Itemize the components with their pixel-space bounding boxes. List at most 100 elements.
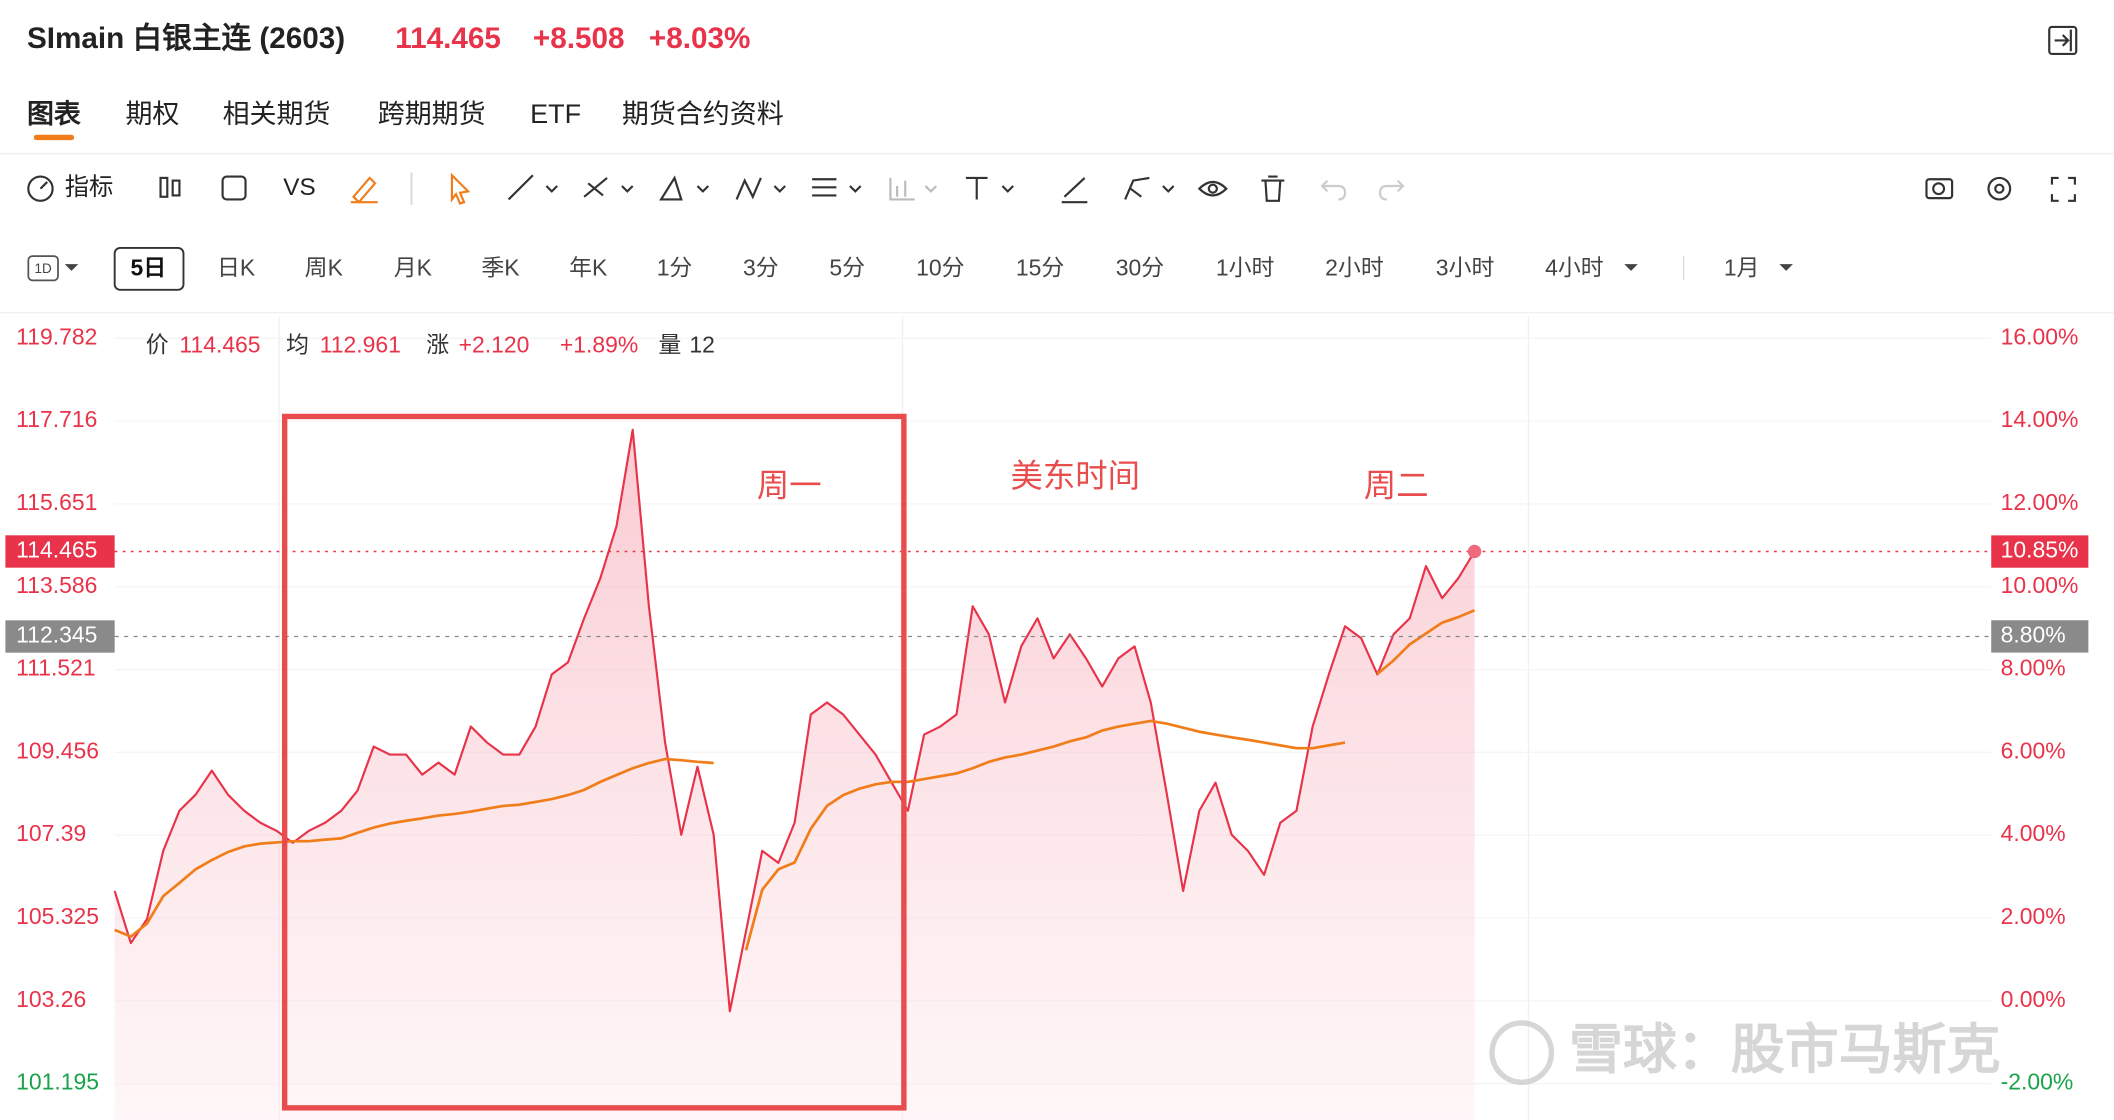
dropdown — [696, 185, 710, 193]
ui-texts: SImain 白银主连 (2603) 114.465 +8.508 +8.03% 图表 期… — [27, 22, 2001, 1085]
period[interactable]: 5分 — [829, 255, 865, 281]
period[interactable]: 15分 — [1016, 255, 1064, 281]
y2-tick-label: 2.00% — [2001, 903, 2066, 929]
period[interactable]: 1小时 — [1216, 255, 1275, 281]
title: SImain 白银主连 (2603) — [27, 22, 345, 55]
y2-tick-label: 10.00% — [2001, 572, 2079, 598]
watermark-logo — [1489, 1020, 1555, 1085]
dropdown — [1001, 185, 1014, 193]
toolbar-icons — [27, 172, 2076, 205]
info-volume: 12 — [689, 331, 714, 357]
dropdown — [545, 185, 558, 193]
tab[interactable]: 图表 — [27, 99, 81, 129]
info-change-label: 涨 — [426, 331, 449, 357]
price-tag-pct-label: 10.85% — [2001, 537, 2079, 563]
camera-icon[interactable] — [1925, 178, 1954, 200]
tab[interactable]: 跨期期货 — [378, 99, 486, 129]
y2-tick-label: 14.00% — [2001, 406, 2079, 432]
settings-core — [1994, 183, 2005, 194]
period[interactable]: 4小时 — [1545, 255, 1604, 281]
magnet-tool[interactable] — [1061, 177, 1088, 204]
period-box — [27, 255, 59, 282]
y2-tick-label: 8.00% — [2001, 655, 2066, 681]
text-tool[interactable] — [965, 176, 988, 200]
candle-icon-2 — [171, 179, 181, 197]
price-tag — [5, 535, 115, 568]
y-tick-label: 109.456 — [16, 737, 99, 763]
y-tick-label: 115.651 — [16, 489, 97, 515]
chart: 101.195 103.26 105.325 107.39 109.456 111.521… — [5, 316, 2089, 1120]
fullscreen-icon[interactable] — [2050, 176, 2076, 202]
collapse-icon[interactable] — [2048, 25, 2078, 55]
annotation: 周二 — [1364, 467, 1429, 503]
info-change: +2.120 — [459, 331, 530, 357]
y-tick-label: 119.782 — [16, 323, 97, 349]
info-change-pct: +1.89% — [560, 331, 638, 357]
eye-icon[interactable] — [1197, 180, 1228, 197]
y-tick-label: 105.325 — [16, 903, 99, 929]
info-avg: 112.961 — [320, 331, 401, 357]
redo-icon[interactable] — [1379, 179, 1405, 201]
period[interactable]: 3分 — [743, 255, 779, 281]
period[interactable]: 2小时 — [1325, 255, 1384, 281]
period[interactable]: 周K — [305, 255, 344, 281]
dropdown — [849, 185, 862, 193]
y2-tick-label: -2.00% — [2001, 1069, 2074, 1095]
trash-icon[interactable] — [1261, 175, 1285, 202]
undo-icon[interactable] — [1320, 179, 1347, 201]
period[interactable]: 30分 — [1116, 255, 1164, 281]
indicator-icon[interactable] — [27, 175, 54, 202]
settings-icon[interactable] — [1987, 176, 2012, 201]
period[interactable]: 日K — [217, 255, 256, 281]
period[interactable]: 3小时 — [1436, 255, 1495, 281]
ref-tag-pct — [1991, 620, 2089, 653]
period[interactable]: 月K — [394, 255, 433, 281]
y2-tick-label: 0.00% — [2001, 986, 2066, 1012]
tab[interactable]: 相关期货 — [223, 99, 331, 129]
watermark: 雪球：股市马斯克 — [1569, 1020, 2001, 1080]
period[interactable]: 1月 — [1724, 255, 1760, 281]
tab[interactable]: 期权 — [125, 99, 179, 129]
measure-tool[interactable] — [889, 177, 915, 201]
ref-tag-label: 112.345 — [16, 622, 97, 648]
price-line — [113, 428, 1476, 1013]
y-tick-label: 111.521 — [16, 655, 95, 681]
indicator-label[interactable]: 指标 — [65, 174, 114, 201]
change: +8.508 — [533, 22, 625, 55]
tab[interactable]: ETF — [530, 99, 581, 129]
candle-icon[interactable] — [159, 176, 169, 198]
chart-type-icon[interactable] — [221, 175, 247, 201]
compare-label[interactable]: VS — [283, 174, 315, 201]
collapse-arrow — [2054, 29, 2072, 52]
period[interactable]: 5日 — [131, 255, 167, 281]
period[interactable]: 年K — [569, 255, 608, 281]
period[interactable]: 1D — [35, 261, 52, 276]
price-tag-pct — [1991, 535, 2089, 568]
info-price-label: 价 — [146, 331, 169, 357]
ref-tag — [5, 620, 115, 653]
cursor-icon[interactable] — [450, 172, 471, 205]
period[interactable]: 10分 — [916, 255, 964, 281]
line-tool[interactable] — [507, 174, 534, 201]
dropdown — [621, 185, 634, 193]
tab-underline — [33, 134, 75, 141]
info-price: 114.465 — [179, 331, 260, 357]
lock-tool[interactable] — [1124, 176, 1150, 200]
y-tick-label: 113.586 — [16, 572, 97, 598]
period[interactable]: 1分 — [657, 255, 693, 281]
period[interactable]: 季K — [481, 255, 520, 281]
y-tick-label: 117.716 — [16, 406, 97, 432]
price-tag-label: 114.465 — [16, 537, 97, 563]
y-tick-label: 101.195 — [16, 1069, 99, 1095]
wave-tool[interactable] — [735, 177, 762, 200]
shape-tool[interactable] — [659, 175, 683, 201]
info-volume-label: 量 — [658, 331, 681, 357]
tab[interactable]: 期货合约资料 — [622, 99, 784, 129]
y2-tick-label: 16.00% — [2001, 323, 2079, 349]
channel-tool[interactable] — [583, 177, 608, 198]
fib-tool[interactable] — [812, 178, 837, 197]
draw-icon[interactable] — [350, 176, 378, 204]
info-avg-label: 均 — [286, 331, 309, 357]
camera-lens — [1932, 182, 1946, 196]
dropdown — [924, 185, 938, 193]
